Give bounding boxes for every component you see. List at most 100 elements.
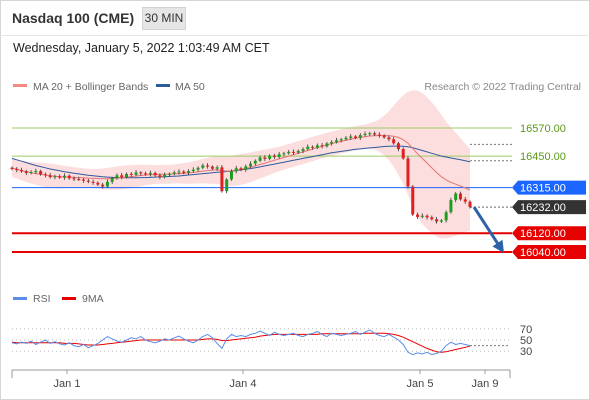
level-badge xyxy=(512,200,586,215)
candle-body xyxy=(420,215,424,217)
candle-body xyxy=(311,146,315,148)
candle-body xyxy=(177,171,181,173)
x-tick-label: Jan 1 xyxy=(54,378,81,390)
candle-body xyxy=(334,140,338,143)
candle-body xyxy=(439,220,443,222)
candle-body xyxy=(48,175,52,178)
candle-body xyxy=(53,176,57,178)
rsi-tick-label: 30 xyxy=(520,346,532,358)
candle-body xyxy=(368,133,372,135)
candle-body xyxy=(77,179,81,181)
level-badge xyxy=(512,244,586,259)
candle-body xyxy=(449,200,453,213)
candle-body xyxy=(339,139,343,141)
candle-body xyxy=(182,171,186,173)
candle-body xyxy=(172,172,176,174)
candle-body xyxy=(392,139,396,144)
rsi-tick-label: 50 xyxy=(520,335,532,347)
candle-body xyxy=(344,137,348,140)
candle-body xyxy=(416,214,420,217)
candle-body xyxy=(67,175,71,179)
candle-body xyxy=(263,157,267,159)
candle-body xyxy=(10,167,14,169)
x-tick-label: Jan 5 xyxy=(407,378,434,390)
candle-body xyxy=(134,172,138,175)
legend-swatch-ma50 xyxy=(156,84,170,87)
candle-body xyxy=(167,173,171,175)
candle-body xyxy=(401,149,405,159)
candle-body xyxy=(206,165,210,167)
candle-body xyxy=(325,143,329,147)
forecast-arrow-shaft xyxy=(472,206,502,248)
candle-body xyxy=(62,175,66,178)
legend-swatch-ma20 xyxy=(13,84,27,87)
x-tick-label: Jan 4 xyxy=(230,378,257,390)
level-label: 16570.00 xyxy=(520,123,566,135)
legend-label-ma50: MA 50 xyxy=(175,81,205,93)
candle-body xyxy=(406,158,410,187)
candle-body xyxy=(148,172,152,175)
candle-body xyxy=(196,167,200,170)
candle-body xyxy=(139,172,143,174)
price-panel: 16570.00 16450.00 16315.00 16232.00 16120.00… xyxy=(10,90,586,259)
candle-body xyxy=(120,175,124,178)
legend-swatch-9ma xyxy=(62,297,76,300)
candle-body xyxy=(258,157,262,161)
candle-body xyxy=(34,171,38,173)
candle-body xyxy=(277,154,281,158)
candle-body xyxy=(105,181,109,187)
rsi-9ma-line xyxy=(11,332,471,353)
candle-body xyxy=(24,171,28,173)
candle-body xyxy=(454,193,458,201)
candle-body xyxy=(125,173,128,178)
candle-body xyxy=(444,212,448,221)
level-label: 16120.00 xyxy=(520,228,566,240)
candle-body xyxy=(377,134,381,136)
candle-body xyxy=(72,178,76,180)
candle-body xyxy=(435,219,439,222)
candle-body xyxy=(191,169,195,172)
candle-body xyxy=(315,145,319,148)
candle-body xyxy=(129,173,133,175)
candle-body xyxy=(330,142,334,144)
candle-body xyxy=(320,145,324,147)
candle-body xyxy=(382,135,386,138)
candle-body xyxy=(86,180,90,182)
candle-body xyxy=(463,199,467,202)
legend-label-9ma: 9MA xyxy=(82,293,104,305)
candle-body xyxy=(396,143,400,150)
candle-body xyxy=(29,172,33,173)
candle-body xyxy=(101,184,105,187)
instrument-title: Nasdaq 100 (CME) xyxy=(12,10,135,26)
timeframe-button[interactable]: 30 MIN xyxy=(142,7,186,30)
level-badge xyxy=(512,226,586,241)
candle-body xyxy=(282,153,286,155)
level-label: 16450.00 xyxy=(520,151,566,163)
candle-body xyxy=(20,170,24,172)
bollinger-band xyxy=(12,90,470,239)
candle-body xyxy=(354,136,357,138)
candle-body xyxy=(15,168,19,171)
candle-body xyxy=(244,166,248,170)
candle-body xyxy=(115,175,119,179)
candle-body xyxy=(301,149,305,151)
candle-body xyxy=(220,167,224,192)
candle-body xyxy=(229,171,233,180)
candle-body xyxy=(39,171,43,175)
rsi-line xyxy=(11,329,471,356)
candle-body xyxy=(363,133,367,136)
candle-body xyxy=(387,137,391,140)
candle-body xyxy=(425,215,429,218)
candle-body xyxy=(296,150,300,153)
candle-body xyxy=(163,174,167,178)
level-label: 16232.00 xyxy=(520,202,566,214)
candle-body xyxy=(201,165,205,168)
candle-body xyxy=(411,186,415,215)
candle-body xyxy=(144,173,148,175)
level-label: 16315.00 xyxy=(520,183,566,195)
candle-body xyxy=(291,151,295,153)
candle-body xyxy=(349,136,353,138)
copyright-text: Research © 2022 Trading Central xyxy=(424,81,581,93)
